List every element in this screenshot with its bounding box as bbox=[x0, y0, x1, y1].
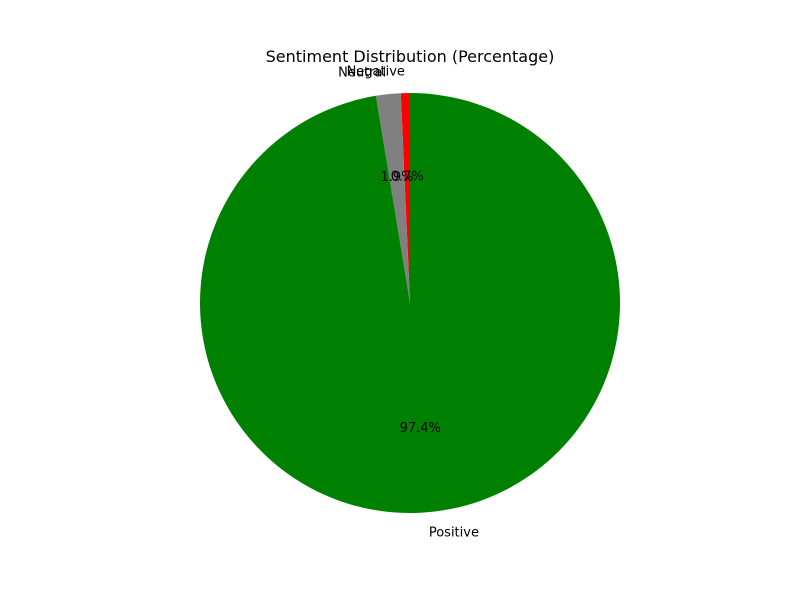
pie-slices bbox=[200, 93, 620, 513]
chart-title: Sentiment Distribution (Percentage) bbox=[265, 47, 555, 66]
pie-pct-label-neutral: 1.9% bbox=[380, 170, 413, 185]
pie-slice-positive bbox=[200, 93, 620, 513]
pie-label-positive: Positive bbox=[429, 526, 479, 541]
pie-label-neutral: Neutral bbox=[338, 66, 386, 81]
pie-label-negative: Negative bbox=[347, 65, 405, 80]
pie-slice-neutral bbox=[375, 93, 410, 303]
pie-labels: Negative 0.7% Neutral 1.9% Positive 97.4% bbox=[338, 65, 479, 541]
pie-slice-negative bbox=[400, 93, 410, 303]
pie-pct-label-positive: 97.4% bbox=[400, 421, 441, 436]
pie-pct-label-negative: 0.7% bbox=[391, 170, 424, 185]
